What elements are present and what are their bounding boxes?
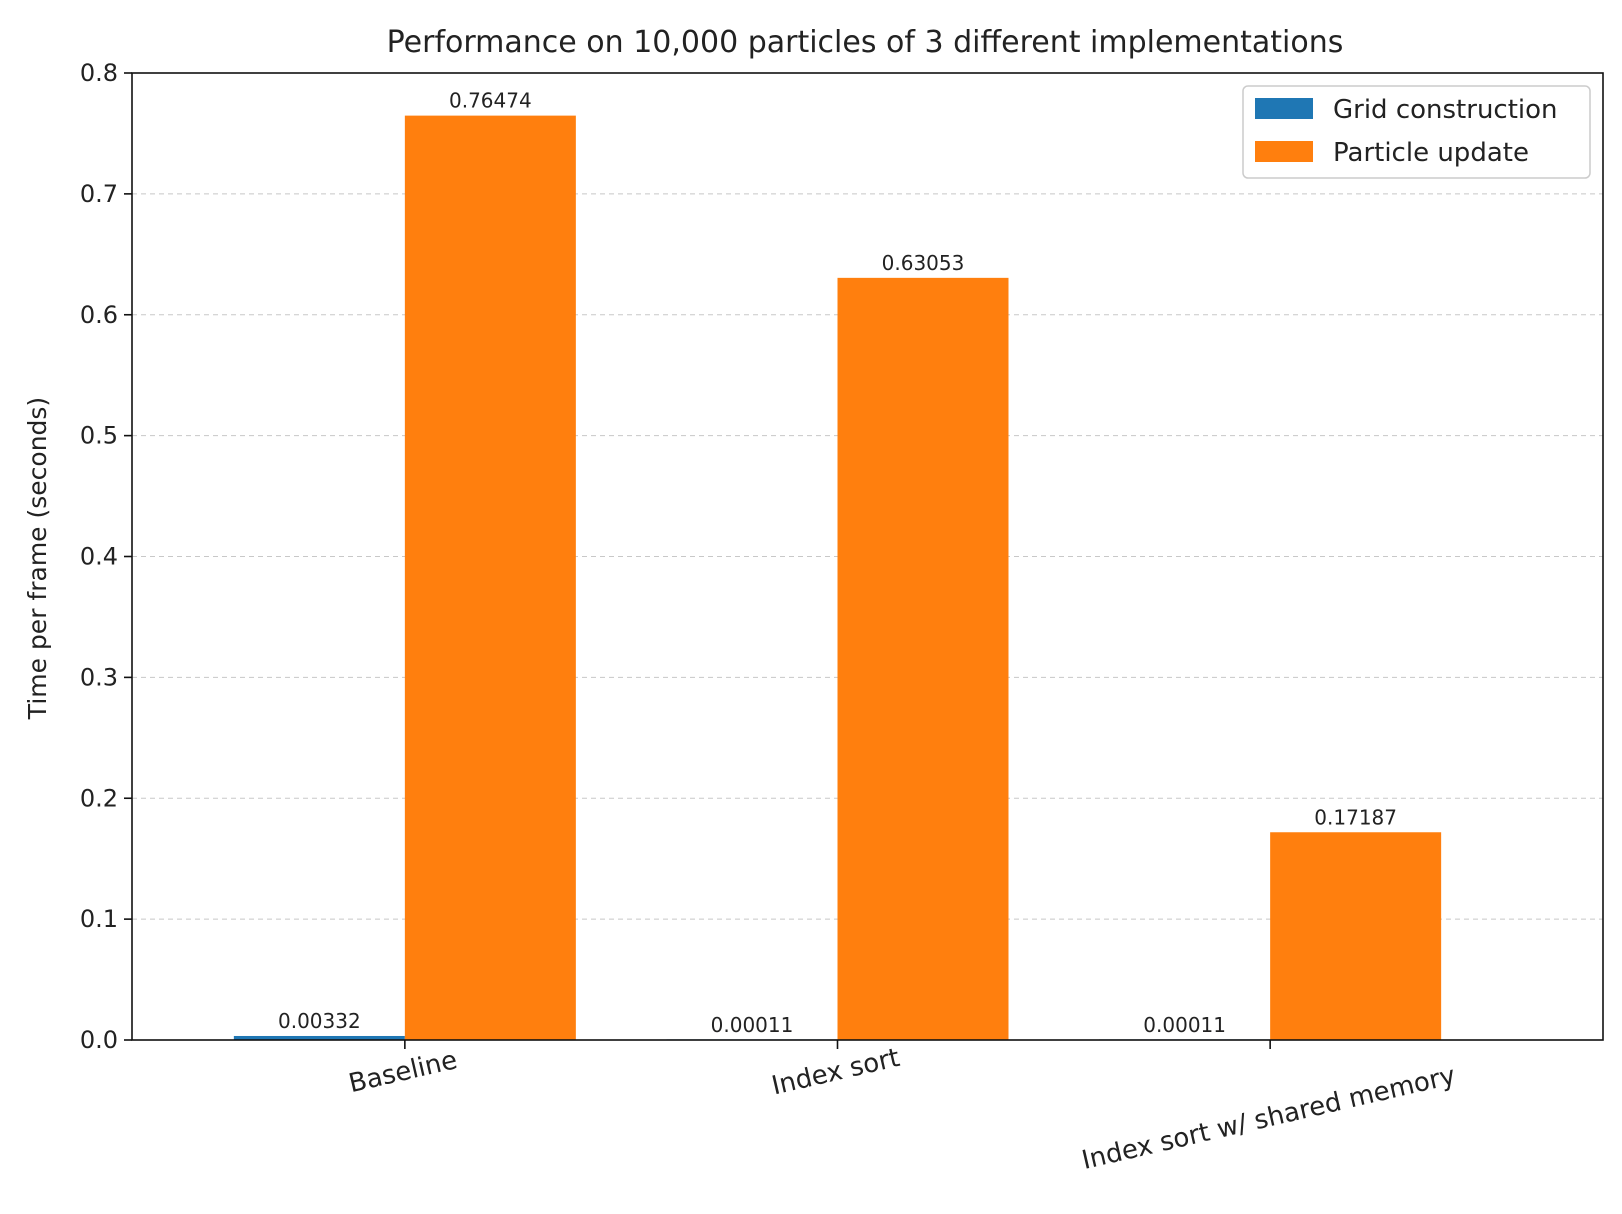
particle-update-bar xyxy=(837,277,1009,1040)
y-tick-label: 0.4 xyxy=(80,543,118,571)
grid-construction-bar xyxy=(233,1035,405,1040)
bar-value-label: 0.63053 xyxy=(882,251,965,275)
legend-box xyxy=(1242,85,1591,179)
x-tick-label-index-sort: Index sort xyxy=(769,1043,903,1102)
bar-value-label: 0.76474 xyxy=(449,89,532,113)
legend: Grid construction Particle update xyxy=(1242,85,1591,179)
y-tick-label: 0.2 xyxy=(80,784,118,812)
legend-label: Grid construction xyxy=(1333,95,1558,125)
particle-update-bar xyxy=(404,115,576,1040)
y-tick-label: 0.0 xyxy=(80,1026,118,1054)
particle-update-bar xyxy=(1270,832,1442,1040)
bar-value-label: 0.17187 xyxy=(1314,805,1397,829)
x-tick-label-baseline: Baseline xyxy=(346,1045,460,1099)
legend-swatch-particle-update xyxy=(1255,141,1313,162)
y-axis: 0.0 0.1 0.2 0.3 0.4 0.5 0.6 0.7 0.8 xyxy=(80,59,132,1054)
y-tick-label: 0.7 xyxy=(80,180,118,208)
legend-label: Particle update xyxy=(1333,138,1529,168)
bar-value-label: 0.00011 xyxy=(1143,1013,1226,1037)
gridlines xyxy=(132,193,1603,920)
y-tick-label: 0.8 xyxy=(80,59,118,87)
bar-value-label: 0.00011 xyxy=(711,1013,794,1037)
chart-title: Performance on 10,000 particles of 3 dif… xyxy=(387,25,1344,60)
x-tick-label-index-sort-w-shared-memory: Index sort w/ shared memory xyxy=(1079,1061,1458,1176)
y-tick-label: 0.5 xyxy=(80,422,118,450)
y-tick-label: 0.6 xyxy=(80,301,118,329)
y-tick-label: 0.1 xyxy=(80,905,118,933)
y-tick-label: 0.3 xyxy=(80,663,118,691)
bar-value-label: 0.00332 xyxy=(278,1009,361,1033)
legend-swatch-grid-construction xyxy=(1255,98,1313,119)
bars: 0.00332 0.76474 0.00011 0.63053 0.00011 0.171… xyxy=(233,89,1442,1040)
y-axis-label: Time per frame (seconds) xyxy=(23,397,52,720)
x-axis: Baseline Index sort Index sort w/ shared m… xyxy=(346,1040,1458,1176)
